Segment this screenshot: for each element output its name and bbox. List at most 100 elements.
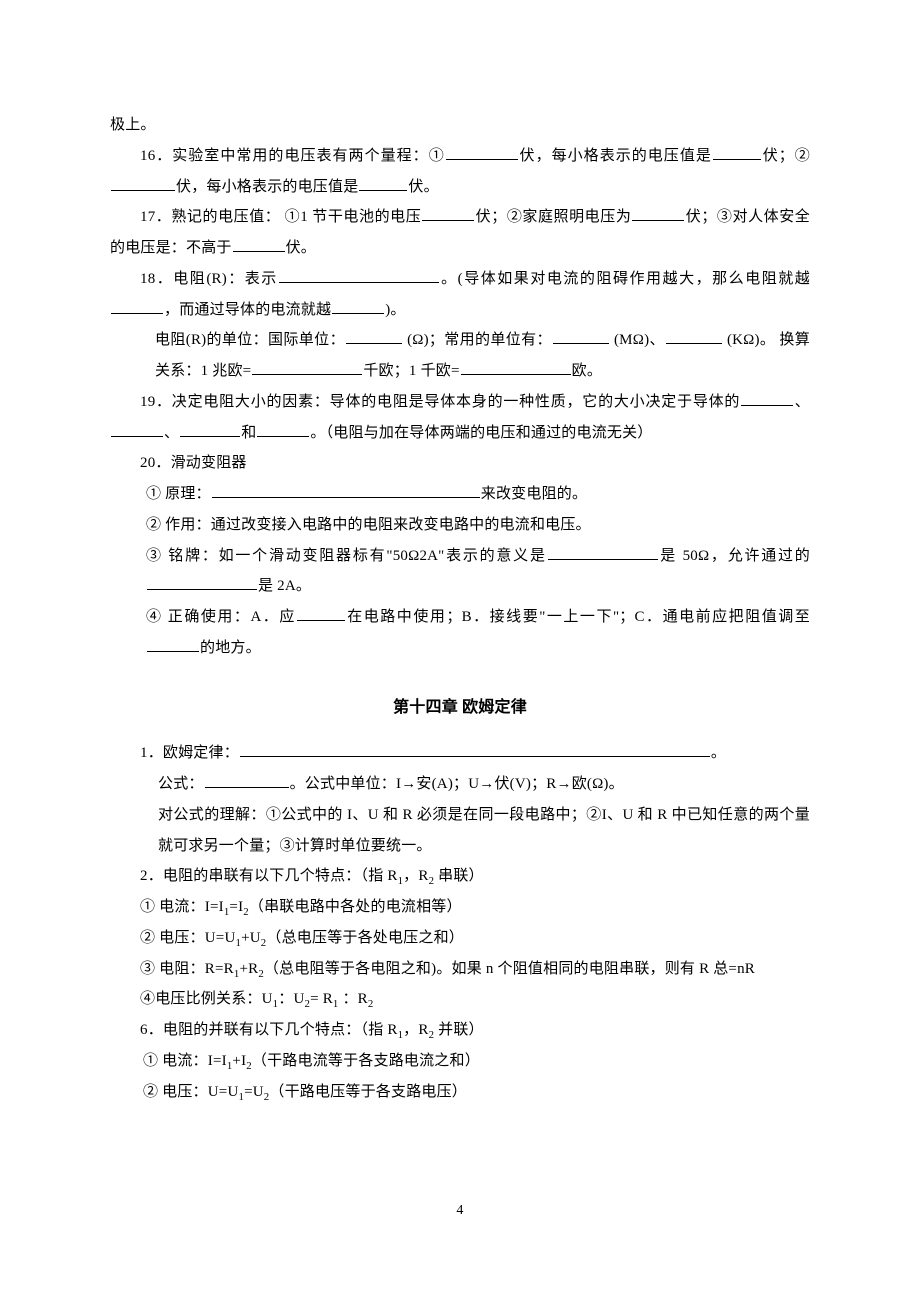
text: 并联） [434, 1022, 484, 1038]
text: 18．电阻(R)：表示 [140, 271, 278, 287]
fill-blank[interactable] [111, 298, 163, 314]
fill-blank[interactable] [332, 298, 384, 314]
text: 欧。 [572, 363, 602, 379]
fill-blank[interactable] [279, 267, 439, 283]
ch14-q2-2: ② 电压：U=U1+U2（总电压等于各处电压之和） [110, 923, 810, 954]
text: 公式： [158, 776, 204, 792]
text: = R [310, 991, 333, 1007]
fill-blank[interactable] [252, 359, 362, 375]
text: 来改变电阻的。 [481, 486, 587, 502]
fill-blank[interactable] [257, 421, 309, 437]
question-19: 19．决定电阻大小的因素：导体的电阻是导体本身的一种性质，它的大小决定于导体的、… [110, 387, 810, 449]
fill-blank[interactable] [233, 236, 285, 252]
text: +U [241, 930, 261, 946]
document-page: 极上。 16．实验室中常用的电压表有两个量程：①伏，每小格表示的电压值是伏；②伏… [0, 0, 920, 1286]
text: ③ 铭牌：如一个滑动变阻器标有"50Ω2A"表示的意义是 [146, 548, 547, 564]
fill-blank[interactable] [713, 144, 761, 160]
text-line: 极上。 [110, 110, 810, 141]
question-20-1: ① 原理： 来改变电阻的。 [110, 479, 810, 510]
ch14-q1-understanding: 对公式的理解：①公式中的 I、U 和 R 必须是在同一段电路中；②I、U 和 R… [110, 800, 810, 862]
question-20: 20．滑动变阻器 [110, 448, 810, 479]
text: 电阻(R)的单位：国际单位： [155, 332, 345, 348]
fill-blank[interactable] [741, 390, 793, 406]
fill-blank[interactable] [111, 175, 175, 191]
fill-blank[interactable] [553, 328, 609, 344]
text: 是 50Ω，允许通过的 [659, 548, 810, 564]
fill-blank[interactable] [205, 772, 289, 788]
text: (MΩ)、 [610, 332, 665, 348]
text: 伏，每小格表示的电压值是 [176, 179, 358, 195]
ch14-q2-3: ③ 电阻：R=R1+R2（总电阻等于各电阻之和)。如果 n 个阻值相同的电阻串联… [110, 954, 810, 985]
text: （干路电流等于各支路电流之和） [252, 1053, 480, 1069]
text: )。 [385, 302, 405, 318]
fill-blank[interactable] [212, 482, 480, 498]
text: ，R [403, 1022, 428, 1038]
text: ④电压比例关系：U [140, 991, 273, 1007]
text: 、 [164, 425, 179, 441]
fill-blank[interactable] [422, 205, 474, 221]
text: ② 电压：U=U [140, 930, 235, 946]
text: 伏。 [408, 179, 438, 195]
text: 19．决定电阻大小的因素：导体的电阻是导体本身的一种性质，它的大小决定于导体的 [140, 394, 740, 410]
fill-blank[interactable] [548, 544, 658, 560]
ch14-q1: 1．欧姆定律：。 [110, 738, 810, 769]
question-20-4: ④ 正确使用：A．应 在电路中使用；B．接线要"一上一下"；C．通电前应把阻值调至… [110, 602, 810, 664]
ch14-q1-formula: 公式： 。公式中单位：I→安(A)；U→伏(V)；R→欧(Ω)。 [110, 769, 810, 800]
fill-blank[interactable] [297, 605, 345, 621]
text: 6．电阻的并联有以下几个特点：（指 R [140, 1022, 398, 1038]
question-20-2: ② 作用：通过改变接入电路中的电阻来改变电路中的电流和电压。 [110, 510, 810, 541]
text: ③ 电阻：R=R [140, 961, 234, 977]
text: =I [229, 899, 243, 915]
fill-blank[interactable] [446, 144, 518, 160]
fill-blank[interactable] [240, 741, 710, 757]
fill-blank[interactable] [359, 175, 407, 191]
text: 在电路中使用；B．接线要"一上一下"；C．通电前应把阻值调至 [346, 609, 810, 625]
text: 。(导体如果对电流的阻碍作用越大，那么电阻就越 [440, 271, 810, 287]
text: ④ 正确使用：A．应 [146, 609, 296, 625]
text: 串联） [434, 868, 484, 884]
page-number: 4 [110, 1197, 810, 1226]
text: ：U [278, 991, 304, 1007]
ch14-q6-2: ② 电压：U=U1=U2（干路电压等于各支路电压） [110, 1077, 810, 1108]
text: （串联电路中各处的电流相等） [249, 899, 462, 915]
question-16: 16．实验室中常用的电压表有两个量程：①伏，每小格表示的电压值是伏；②伏，每小格… [110, 141, 810, 203]
fill-blank[interactable] [461, 359, 571, 375]
text: =U [244, 1084, 264, 1100]
text: （干路电压等于各支路电压） [269, 1084, 467, 1100]
fill-blank[interactable] [147, 574, 257, 590]
question-17: 17．熟记的电压值： ①1 节干电池的电压伏；②家庭照明电压为伏；③对人体安全的… [110, 202, 810, 264]
text: 的地方。 [200, 640, 261, 656]
question-18: 18．电阻(R)：表示 。(导体如果对电流的阻碍作用越大，那么电阻就越 ，而通过导体… [110, 264, 810, 326]
text: 1．欧姆定律： [140, 745, 239, 761]
text: ，R [403, 868, 428, 884]
chapter-title: 第十四章 欧姆定律 [110, 692, 810, 725]
fill-blank[interactable] [180, 421, 240, 437]
text: 17．熟记的电压值： ①1 节干电池的电压 [140, 209, 421, 225]
fill-blank[interactable] [147, 636, 199, 652]
fill-blank[interactable] [111, 421, 163, 437]
text: 2．电阻的串联有以下几个特点：（指 R [140, 868, 398, 884]
fill-blank[interactable] [632, 205, 684, 221]
text: ，而通过导体的电流就越 [164, 302, 331, 318]
fill-blank[interactable] [666, 328, 722, 344]
text: 。公式中单位：I→安(A)；U→伏(V)；R→欧(Ω)。 [290, 776, 624, 792]
text: ① 原理： [146, 486, 211, 502]
text: (Ω)；常用的单位有： [403, 332, 552, 348]
ch14-q6-1: ① 电流：I=I1+I2（干路电流等于各支路电流之和） [110, 1046, 810, 1077]
question-18-units: 电阻(R)的单位：国际单位： (Ω)；常用的单位有： (MΩ)、 (KΩ)。 换… [110, 325, 810, 387]
text: （总电压等于各处电压之和） [266, 930, 464, 946]
text: 伏。 [286, 240, 316, 256]
text: +R [239, 961, 258, 977]
text: 千欧；1 千欧= [363, 363, 459, 379]
text: ：R [339, 991, 368, 1007]
text: （总电阻等于各电阻之和)。如果 n 个阻值相同的电阻串联，则有 R 总=nR [264, 961, 755, 977]
text: ① 电流：I=I [143, 1053, 227, 1069]
text: ② 电压：U=U [143, 1084, 238, 1100]
ch14-q2-1: ① 电流：I=I1=I2（串联电路中各处的电流相等） [110, 892, 810, 923]
text: 16．实验室中常用的电压表有两个量程：① [140, 148, 445, 164]
text: 、 [794, 394, 810, 410]
ch14-q6: 6．电阻的并联有以下几个特点：（指 R1，R2 并联） [110, 1015, 810, 1046]
text: 是 2A。 [258, 578, 311, 594]
fill-blank[interactable] [346, 328, 402, 344]
ch14-q2: 2．电阻的串联有以下几个特点：（指 R1，R2 串联） [110, 861, 810, 892]
